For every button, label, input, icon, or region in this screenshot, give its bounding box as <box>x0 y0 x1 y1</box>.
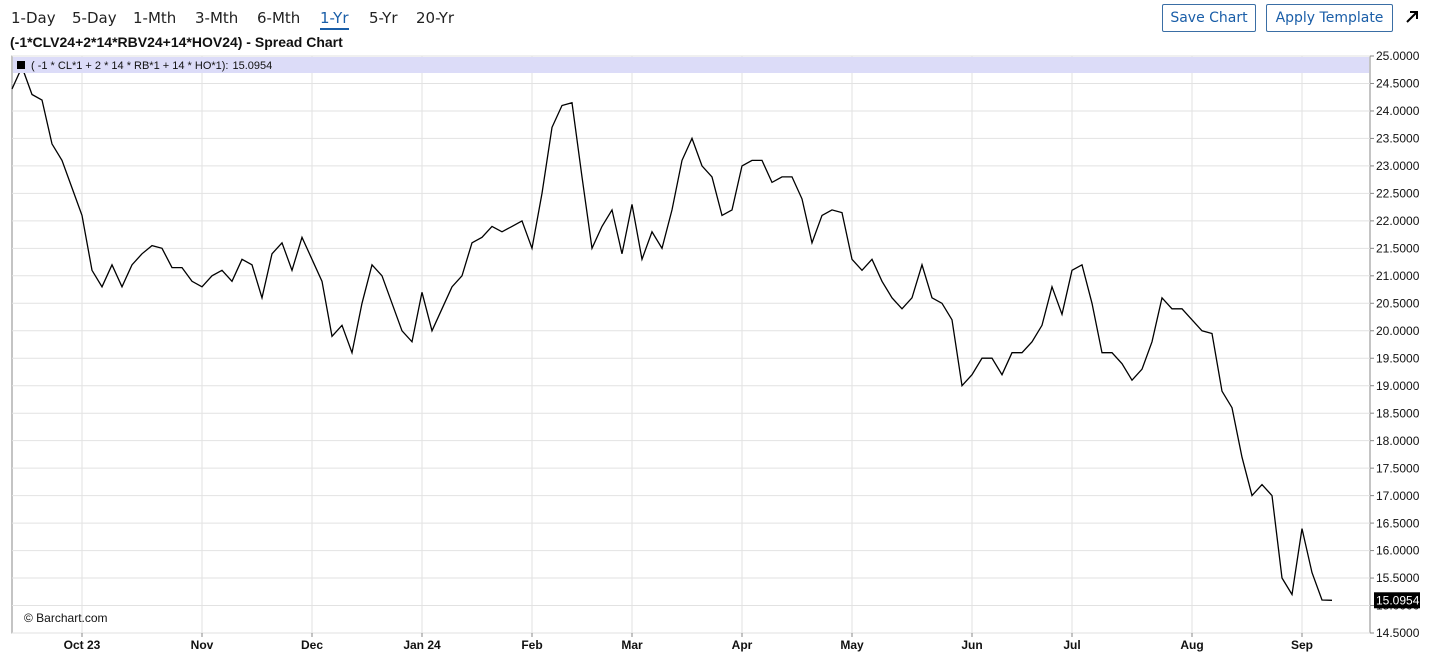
range-tab[interactable]: 20-Yr <box>416 9 455 27</box>
last-value-label: 15.0954 <box>1376 593 1420 607</box>
y-tick-label: 17.0000 <box>1376 489 1420 503</box>
y-tick-label: 18.5000 <box>1376 406 1420 420</box>
toolbar-button[interactable]: Save Chart <box>1162 4 1256 32</box>
x-tick-label: Aug <box>1180 638 1203 652</box>
y-tick-label: 21.0000 <box>1376 269 1420 283</box>
chart-title: (-1*CLV24+2*14*RBV24+14*HOV24) - Spread … <box>10 34 343 50</box>
x-tick-label: Nov <box>191 638 214 652</box>
x-tick-label: Dec <box>301 638 323 652</box>
line <box>11 65 1333 601</box>
x-tick-label: Jun <box>961 638 982 652</box>
legend-swatch <box>17 61 25 69</box>
y-tick-label: 24.5000 <box>1376 77 1420 91</box>
y-tick-label: 18.0000 <box>1376 434 1420 448</box>
x-tick-label: Mar <box>621 638 643 652</box>
y-tick-label: 20.0000 <box>1376 324 1420 338</box>
y-tick-label: 20.5000 <box>1376 296 1420 310</box>
range-tab[interactable]: 3-Mth <box>195 9 239 27</box>
range-tab[interactable]: 1-Mth <box>133 9 177 27</box>
x-tick-label: Oct 23 <box>64 638 101 652</box>
y-tick-label: 23.5000 <box>1376 132 1420 146</box>
y-tick-label: 22.5000 <box>1376 187 1420 201</box>
plot-frame <box>11 55 1371 634</box>
credit: © Barchart.com <box>24 611 108 625</box>
x-tick-label: Jan 24 <box>403 638 441 652</box>
range-tab[interactable]: 1-Yr <box>320 9 349 30</box>
y-tick-label: 23.0000 <box>1376 159 1420 173</box>
range-tab[interactable]: 6-Mth <box>257 9 301 27</box>
y-tick-label: 21.5000 <box>1376 242 1420 256</box>
y-tick-label: 22.0000 <box>1376 214 1420 228</box>
y-tick-label: 17.5000 <box>1376 461 1420 475</box>
legend-label: ( -1 * CL*1 + 2 * 14 * RB*1 + 14 * HO*1)… <box>31 60 272 72</box>
x-tick-label: May <box>840 638 864 652</box>
legend-band <box>13 57 1369 73</box>
toolbar: 1-Day 5-Day 1-Mth 3-Mth 6-Mth 1-Yr 5-Yr 20-Yr Sa… <box>0 0 1456 36</box>
range-tab[interactable]: 5-Yr <box>369 9 398 27</box>
y-tick-label: 14.5000 <box>1376 626 1420 640</box>
toolbar-button[interactable]: Apply Template <box>1266 4 1393 32</box>
range-tab[interactable]: 1-Day <box>11 9 56 27</box>
x-tick-label: Feb <box>521 638 542 652</box>
x-tick-label: Sep <box>1291 638 1313 652</box>
y-tick-label: 25.0000 <box>1376 49 1420 63</box>
expand-icon[interactable] <box>1406 11 1418 23</box>
y-tick-label: 24.0000 <box>1376 104 1420 118</box>
range-tab[interactable]: 5-Day <box>72 9 117 27</box>
legend-series-name: ( -1 * CL*1 + 2 * 14 * RB*1 + 14 * HO*1)… <box>31 60 229 72</box>
last-value-badge <box>1374 592 1420 609</box>
y-tick-label: 15.5000 <box>1376 571 1420 585</box>
y-tick-label: 19.5000 <box>1376 351 1420 365</box>
y-tick-label: 16.5000 <box>1376 516 1420 530</box>
y-tick-label: 19.0000 <box>1376 379 1420 393</box>
y-tick-label: 16.0000 <box>1376 544 1420 558</box>
x-tick-label: Apr <box>732 638 753 652</box>
legend-last-value: 15.0954 <box>233 60 273 72</box>
x-tick-label: Jul <box>1063 638 1080 652</box>
